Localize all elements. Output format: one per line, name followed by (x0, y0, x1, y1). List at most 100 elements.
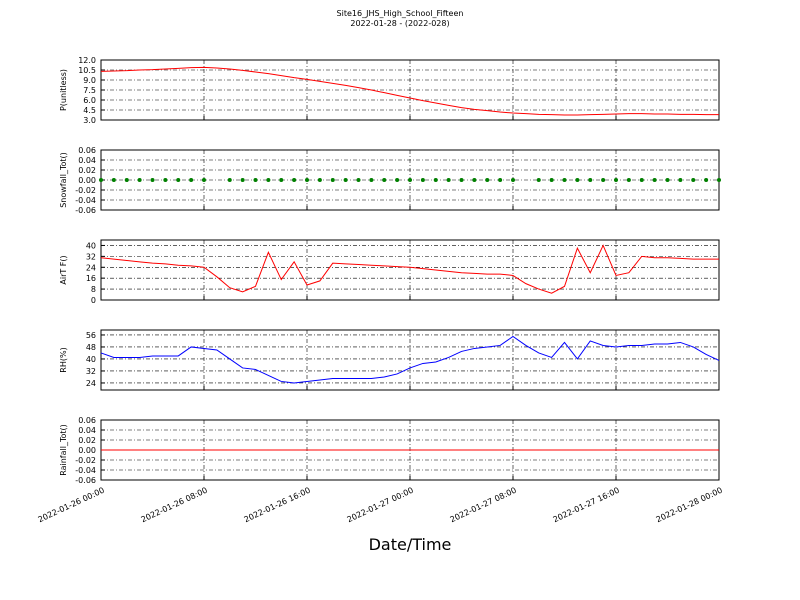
x-tick-label: 2022-01-27 00:00 (346, 486, 415, 525)
data-point (626, 178, 631, 182)
data-point (562, 178, 567, 182)
y-tick-label: 4.5 (83, 106, 96, 115)
y-tick-label: 0.06 (78, 416, 96, 425)
data-point (498, 178, 503, 182)
data-point (588, 178, 593, 182)
data-point (472, 178, 477, 182)
x-tick-label: 2022-01-27 08:00 (449, 486, 518, 525)
data-point (459, 178, 464, 182)
y-axis-label: Snowfall_Tot() (59, 152, 68, 208)
data-point (202, 178, 206, 182)
data-point (99, 178, 103, 182)
data-point (652, 178, 657, 182)
x-tick-label: 2022-01-28 00:00 (655, 486, 724, 525)
chart-subtitle: 2022-01-28 - (2022-028) (350, 19, 449, 28)
data-point (279, 178, 284, 182)
data-point (601, 178, 606, 182)
data-point (549, 178, 554, 182)
y-axis-label: RH(%) (59, 347, 68, 372)
y-tick-label: -0.02 (75, 186, 96, 195)
data-point (292, 178, 297, 182)
y-tick-label: 32 (86, 367, 96, 376)
y-tick-label: -0.02 (75, 456, 96, 465)
y-tick-label: 40 (86, 355, 96, 364)
plot-frame (100, 59, 720, 121)
y-tick-label: 16 (86, 274, 96, 283)
y-tick-label: 0.00 (78, 176, 96, 185)
x-tick-label: 2022-01-27 16:00 (552, 486, 621, 525)
y-tick-label: 56 (86, 331, 96, 340)
plot-frame (100, 239, 720, 301)
data-point (111, 178, 116, 182)
data-line (100, 244, 719, 294)
data-point (305, 178, 309, 182)
y-tick-label: 10.5 (78, 66, 96, 75)
data-point (614, 178, 618, 182)
y-tick-label: 8 (91, 285, 96, 294)
y-axis-label: AirT F() (59, 255, 68, 284)
y-tick-label: 32 (86, 252, 96, 261)
x-axis-label: Date/Time (369, 535, 452, 554)
data-point (639, 178, 644, 182)
data-point (240, 178, 245, 182)
data-line (100, 335, 720, 384)
y-tick-label: -0.06 (75, 206, 96, 215)
y-tick-label: 12.0 (78, 56, 96, 65)
data-point (330, 178, 335, 182)
data-point (227, 178, 232, 182)
data-point (163, 178, 168, 182)
y-tick-label: 0 (91, 296, 96, 305)
x-tick-label: 2022-01-26 00:00 (37, 486, 106, 525)
data-point (691, 178, 696, 182)
y-tick-label: 0.04 (78, 156, 96, 165)
y-tick-label: 48 (86, 343, 96, 352)
data-point (124, 178, 129, 182)
data-point (536, 178, 541, 182)
y-tick-label: 40 (86, 241, 96, 250)
data-point (189, 178, 194, 182)
data-point (150, 178, 155, 182)
data-point (408, 178, 412, 182)
y-tick-label: 6.0 (83, 96, 96, 105)
data-point (446, 178, 451, 182)
data-point (704, 178, 709, 182)
y-tick-label: 7.5 (83, 86, 96, 95)
data-point (369, 178, 374, 182)
y-tick-label: 3.0 (83, 116, 96, 125)
data-point (253, 178, 258, 182)
data-point (266, 178, 271, 182)
data-point (317, 178, 322, 182)
data-point (176, 178, 181, 182)
data-point (343, 178, 348, 182)
data-point (717, 178, 721, 182)
y-tick-label: -0.04 (75, 466, 96, 475)
data-point (678, 178, 683, 182)
y-axis-label: P(unitless) (59, 69, 68, 111)
y-tick-label: 0.06 (78, 146, 96, 155)
chart-title: Site16_JHS_High_School_Fifteen (337, 9, 464, 18)
y-tick-label: -0.06 (75, 476, 96, 485)
y-tick-label: 0.02 (78, 436, 96, 445)
data-point (433, 178, 438, 182)
y-tick-label: 24 (86, 263, 96, 272)
data-point (420, 178, 425, 182)
data-line (100, 66, 719, 116)
data-point (665, 178, 670, 182)
y-axis-label: Rainfall_Tot() (59, 424, 68, 476)
y-tick-label: 9.0 (83, 76, 96, 85)
data-point (511, 178, 515, 182)
data-point (575, 178, 580, 182)
y-tick-label: 0.02 (78, 166, 96, 175)
y-tick-label: 0.04 (78, 426, 96, 435)
y-tick-label: -0.04 (75, 196, 96, 205)
y-tick-label: 24 (86, 379, 96, 388)
data-point (356, 178, 361, 182)
data-point (395, 178, 400, 182)
y-tick-label: 0.00 (78, 446, 96, 455)
data-point (382, 178, 387, 182)
data-point (485, 178, 490, 182)
data-point (137, 178, 142, 182)
x-tick-label: 2022-01-26 08:00 (140, 486, 209, 525)
x-tick-label: 2022-01-26 16:00 (243, 486, 312, 525)
